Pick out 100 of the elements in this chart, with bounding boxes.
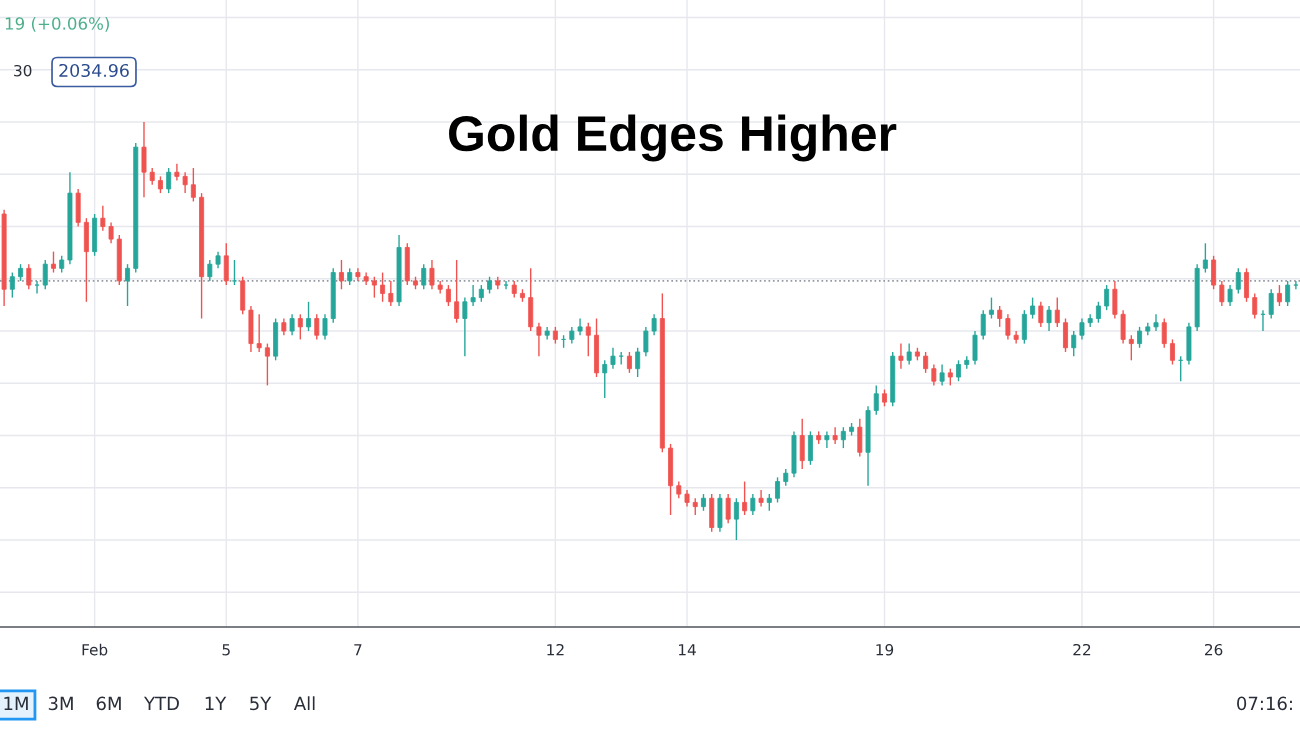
x-tick-label: 22 bbox=[1073, 643, 1091, 656]
x-tick-label: 12 bbox=[547, 643, 564, 656]
candlestick bbox=[1252, 292, 1258, 320]
candlestick bbox=[602, 359, 608, 399]
candlestick bbox=[1293, 280, 1299, 290]
candlestick bbox=[1095, 301, 1101, 324]
candlestick bbox=[906, 342, 912, 366]
candlestick bbox=[1046, 305, 1052, 332]
candlestick bbox=[923, 351, 929, 374]
candlestick bbox=[355, 267, 361, 282]
candlestick bbox=[1202, 242, 1208, 274]
candlestick bbox=[1054, 296, 1060, 328]
candlestick bbox=[26, 263, 32, 290]
candlestick bbox=[873, 384, 879, 416]
candlestick bbox=[626, 351, 632, 374]
candlestick bbox=[536, 322, 542, 357]
candlestick bbox=[758, 489, 764, 508]
text: 1Y bbox=[205, 696, 227, 710]
candlestick bbox=[429, 259, 435, 290]
x-tick-label: 26 bbox=[1205, 643, 1223, 656]
candlestick bbox=[264, 342, 270, 387]
candlestick bbox=[742, 480, 748, 516]
candlestick bbox=[454, 259, 460, 324]
candlestick bbox=[470, 284, 476, 307]
candlestick bbox=[338, 259, 344, 290]
x-tick-label: 14 bbox=[678, 644, 696, 656]
candlestick bbox=[980, 309, 986, 341]
candlestick bbox=[1235, 267, 1241, 295]
candlestick bbox=[51, 250, 56, 274]
candlestick bbox=[832, 426, 838, 445]
candlestick bbox=[585, 322, 591, 357]
candlestick bbox=[314, 313, 320, 341]
candlestick bbox=[725, 493, 731, 525]
candlestick bbox=[445, 284, 451, 307]
candlestick bbox=[322, 313, 328, 341]
candlestick bbox=[100, 204, 106, 232]
candlestick bbox=[388, 280, 394, 307]
candlestick bbox=[1285, 280, 1291, 307]
candlestick bbox=[9, 271, 15, 299]
candlestick bbox=[289, 313, 295, 336]
candlestick bbox=[997, 305, 1003, 328]
candlestick bbox=[1030, 296, 1036, 320]
text: 5Y bbox=[250, 696, 272, 711]
text: 6M bbox=[96, 696, 121, 711]
text: All bbox=[293, 696, 315, 710]
candlestick bbox=[1128, 334, 1134, 362]
candlestick bbox=[1005, 313, 1011, 341]
x-tick-label: 7 bbox=[354, 644, 362, 656]
candlestick bbox=[1227, 284, 1233, 307]
candlestick bbox=[824, 430, 830, 449]
candlestick bbox=[34, 280, 40, 295]
x-tick-label: 19 bbox=[876, 643, 894, 656]
candlestick bbox=[635, 347, 641, 378]
candlestick bbox=[750, 493, 756, 516]
candlestick bbox=[182, 171, 188, 194]
candlestick bbox=[190, 167, 196, 203]
candlestick bbox=[462, 296, 468, 357]
candlestick bbox=[503, 280, 509, 290]
candlestick bbox=[1161, 317, 1167, 349]
candlestick bbox=[931, 363, 937, 387]
candlestick bbox=[421, 263, 427, 290]
candlestick bbox=[1276, 284, 1282, 307]
candlestick bbox=[610, 347, 616, 370]
text: 1M bbox=[4, 696, 28, 710]
candlestick bbox=[956, 359, 962, 382]
candlestick bbox=[232, 259, 237, 286]
candlestick bbox=[207, 259, 213, 282]
text: 19 (+0.06%) bbox=[5, 16, 109, 32]
candlestick bbox=[108, 221, 114, 244]
candlestick bbox=[651, 313, 657, 336]
candlestick bbox=[380, 271, 386, 303]
candlestick bbox=[371, 276, 377, 299]
candlestick bbox=[125, 263, 131, 307]
candlestick bbox=[1087, 313, 1093, 328]
candlestick bbox=[643, 326, 649, 357]
candlestick bbox=[1268, 288, 1274, 320]
text: 2034.96 bbox=[59, 63, 129, 78]
candlestick bbox=[42, 259, 48, 290]
candlestick bbox=[1013, 330, 1019, 345]
candlestick bbox=[1219, 280, 1225, 307]
candlestick bbox=[1153, 313, 1159, 332]
text: 30 bbox=[14, 64, 32, 77]
candlestick bbox=[166, 167, 172, 194]
candlestick bbox=[1079, 317, 1085, 341]
candlestick bbox=[1169, 338, 1175, 366]
chart-title: Gold Edges Higher bbox=[449, 114, 897, 162]
candlestick bbox=[297, 313, 303, 341]
text: YTD bbox=[143, 696, 179, 710]
candlestick bbox=[256, 313, 262, 353]
x-tick-label: 5 bbox=[222, 644, 230, 656]
candlestick bbox=[775, 476, 781, 504]
candlestick bbox=[1071, 330, 1077, 357]
candlestick bbox=[988, 296, 994, 320]
x-tick-label: Feb bbox=[82, 643, 108, 656]
candlestick bbox=[174, 163, 180, 182]
candlestick bbox=[733, 497, 739, 541]
candlestick bbox=[898, 342, 904, 370]
candlestick bbox=[1104, 284, 1110, 311]
candlestick bbox=[840, 426, 846, 449]
candlestick bbox=[306, 301, 312, 332]
